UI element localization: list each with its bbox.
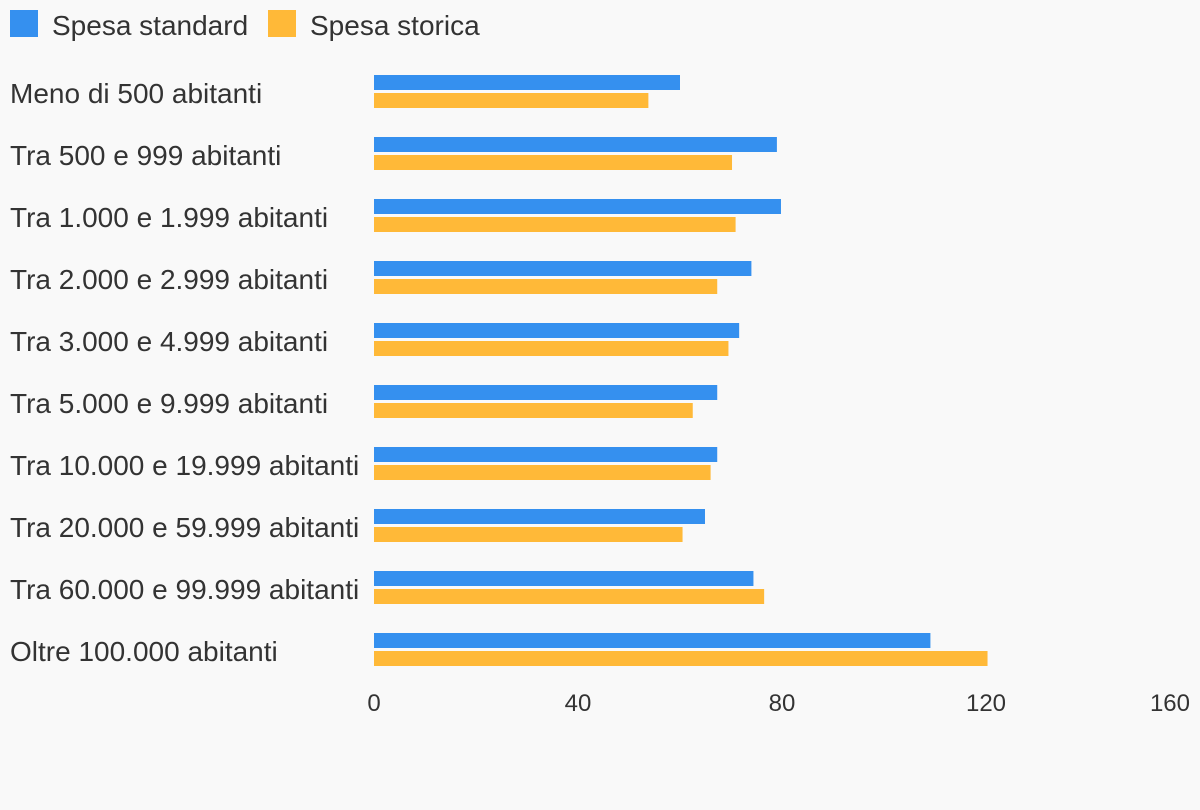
- bar-spesa-standard-tra-3-000-e-4-999-abitanti: [374, 323, 740, 338]
- bar-spesa-standard-tra-500-e-999-abitanti: [374, 137, 777, 152]
- legend-label-spesa-storica: Spesa storica: [310, 10, 480, 41]
- category-label-tra-500-e-999-abitanti: Tra 500 e 999 abitanti: [10, 140, 281, 171]
- bar-spesa-storica-tra-1-000-e-1-999-abitanti: [374, 217, 736, 232]
- bar-spesa-standard-tra-20-000-e-59-999-abitanti: [374, 509, 705, 524]
- category-label-tra-2-000-e-2-999-abitanti: Tra 2.000 e 2.999 abitanti: [10, 264, 328, 295]
- category-label-tra-10-000-e-19-999-abitanti: Tra 10.000 e 19.999 abitanti: [10, 450, 359, 481]
- x-tick-label-0: 0: [367, 690, 380, 717]
- category-labels: Meno di 500 abitanti Tra 500 e 999 abitan…: [10, 78, 359, 667]
- bar-spesa-storica-tra-2-000-e-2-999-abitanti: [374, 279, 718, 294]
- bar-spesa-storica-tra-3-000-e-4-999-abitanti: [374, 341, 729, 356]
- bar-spesa-standard-tra-1-000-e-1-999-abitanti: [374, 199, 781, 214]
- category-label-tra-60-000-e-99-999-abitanti: Tra 60.000 e 99.999 abitanti: [10, 574, 359, 605]
- bar-spesa-storica-tra-500-e-999-abitanti: [374, 155, 733, 170]
- bar-spesa-storica-tra-60-000-e-99-999-abitanti: [374, 589, 765, 604]
- bar-spesa-standard-tra-2-000-e-2-999-abitanti: [374, 261, 752, 276]
- bar-spesa-standard-meno-di-500-abitanti: [374, 75, 680, 90]
- x-axis-ticks: 0 40 80 120 160: [367, 690, 1190, 717]
- x-tick-label-80: 80: [769, 690, 796, 717]
- x-tick-label-40: 40: [565, 690, 592, 717]
- legend-label-spesa-standard: Spesa standard: [52, 10, 248, 41]
- bar-spesa-storica-tra-20-000-e-59-999-abitanti: [374, 527, 683, 542]
- category-label-tra-3-000-e-4-999-abitanti: Tra 3.000 e 4.999 abitanti: [10, 326, 328, 357]
- x-tick-label-120: 120: [966, 690, 1006, 717]
- bar-spesa-standard-tra-60-000-e-99-999-abitanti: [374, 571, 754, 586]
- x-tick-label-160: 160: [1150, 690, 1190, 717]
- legend-swatch-spesa-storica: [268, 10, 296, 37]
- bar-spesa-standard-oltre-100-000-abitanti: [374, 633, 931, 648]
- category-label-oltre-100-000-abitanti: Oltre 100.000 abitanti: [10, 636, 278, 667]
- bar-spesa-storica-tra-10-000-e-19-999-abitanti: [374, 465, 711, 480]
- category-label-tra-5-000-e-9-999-abitanti: Tra 5.000 e 9.999 abitanti: [10, 388, 328, 419]
- bar-spesa-standard-tra-10-000-e-19-999-abitanti: [374, 447, 718, 462]
- bars: [374, 75, 988, 666]
- category-label-tra-1-000-e-1-999-abitanti: Tra 1.000 e 1.999 abitanti: [10, 202, 328, 233]
- bar-spesa-storica-oltre-100-000-abitanti: [374, 651, 988, 666]
- category-label-tra-20-000-e-59-999-abitanti: Tra 20.000 e 59.999 abitanti: [10, 512, 359, 543]
- bar-spesa-storica-tra-5-000-e-9-999-abitanti: [374, 403, 693, 418]
- legend-swatch-spesa-standard: [10, 10, 38, 37]
- bar-spesa-standard-tra-5-000-e-9-999-abitanti: [374, 385, 718, 400]
- bar-spesa-storica-meno-di-500-abitanti: [374, 93, 649, 108]
- category-label-meno-di-500-abitanti: Meno di 500 abitanti: [10, 78, 262, 109]
- legend: Spesa standard Spesa storica: [10, 10, 480, 41]
